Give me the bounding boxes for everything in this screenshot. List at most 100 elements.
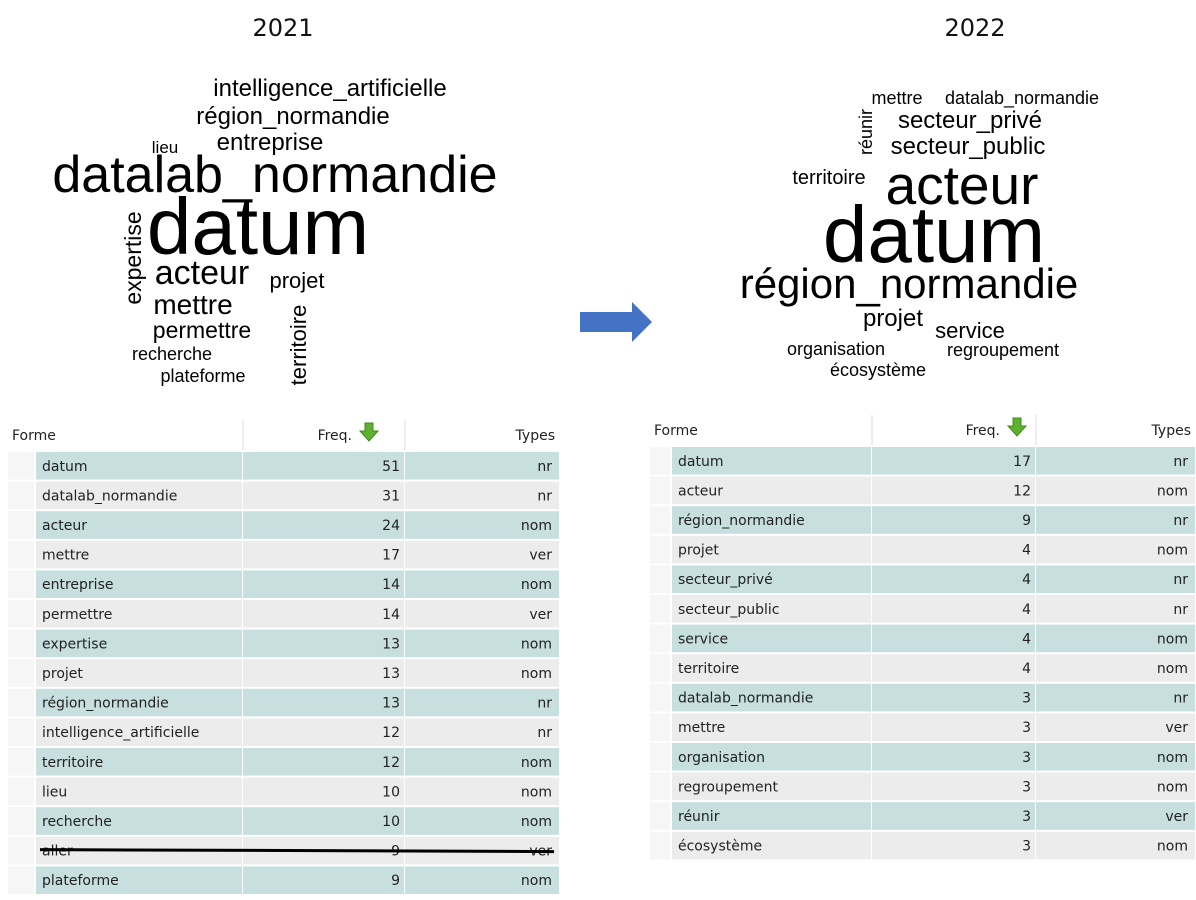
cell	[243, 748, 404, 776]
cell	[243, 659, 404, 687]
type-cell: ver	[529, 548, 552, 564]
cell	[243, 718, 404, 746]
type-cell: nr	[1173, 454, 1188, 470]
row-gutter	[650, 713, 670, 741]
cell	[1036, 535, 1195, 564]
cell	[1036, 565, 1195, 593]
type-cell: ver	[1165, 720, 1188, 736]
cell	[405, 570, 559, 598]
type-cell: nom	[521, 755, 552, 771]
row-gutter	[650, 654, 670, 682]
type-cell: nom	[1157, 750, 1188, 766]
cell	[405, 777, 559, 806]
freq-cell: 12	[382, 755, 400, 771]
cloud-word: secteur_privé	[898, 107, 1042, 134]
cell	[872, 772, 1035, 801]
cell	[36, 452, 242, 480]
cloud-word: secteur_public	[891, 133, 1046, 160]
type-cell: nr	[537, 725, 552, 741]
type-cell: nom	[1157, 839, 1188, 855]
cell	[243, 452, 404, 480]
panel-title: 2022	[944, 14, 1005, 42]
cell	[1036, 831, 1195, 860]
form-cell: aller	[42, 844, 73, 860]
cell	[243, 570, 404, 598]
row-gutter	[650, 565, 670, 593]
cell	[872, 831, 1035, 860]
cell	[672, 654, 871, 682]
freq-cell: 4	[1022, 572, 1031, 588]
cell	[672, 713, 871, 741]
cell	[872, 535, 1035, 564]
freq-cell: 3	[1022, 779, 1031, 795]
freq-cell: 14	[382, 577, 400, 593]
cloud-word: entreprise	[217, 129, 324, 156]
row-gutter	[650, 624, 670, 653]
type-cell: nr	[537, 696, 552, 712]
cell	[872, 683, 1035, 712]
cloud-word: projet	[863, 305, 923, 332]
cell	[672, 476, 871, 505]
form-cell: organisation	[678, 750, 765, 766]
cell	[405, 600, 559, 628]
form-cell: intelligence_artificielle	[42, 725, 199, 741]
cell	[872, 743, 1035, 771]
cell	[36, 540, 242, 569]
cloud-word: datalab_normandie	[945, 88, 1099, 109]
row-gutter	[8, 511, 34, 539]
type-cell: nom	[521, 666, 552, 682]
form-cell: regroupement	[678, 779, 778, 795]
sort-icon	[1006, 417, 1028, 437]
freq-cell: 13	[382, 666, 400, 682]
row-gutter	[650, 831, 670, 860]
cell	[872, 713, 1035, 741]
arrow	[580, 302, 652, 342]
freq-cell: 4	[1022, 661, 1031, 677]
type-cell: nr	[1173, 691, 1188, 707]
table-header	[650, 415, 1196, 445]
type-cell: ver	[1165, 809, 1188, 825]
cell	[243, 866, 404, 894]
form-cell: secteur_privé	[678, 572, 773, 588]
cell	[1036, 476, 1195, 505]
cell	[872, 476, 1035, 505]
cell	[243, 481, 404, 510]
cell	[405, 718, 559, 746]
cell	[672, 595, 871, 623]
row-gutter	[650, 772, 670, 801]
cloud-word: mettre	[153, 289, 232, 320]
type-cell: nom	[1157, 483, 1188, 499]
cloud-word: permettre	[153, 317, 251, 343]
type-cell: nom	[521, 814, 552, 830]
header-cell: Forme	[654, 423, 698, 439]
cloud-word: regroupement	[947, 340, 1059, 360]
cell	[672, 565, 871, 593]
type-cell: nom	[521, 873, 552, 889]
cloud-word: recherche	[132, 344, 212, 364]
cell	[872, 802, 1035, 830]
row-gutter	[650, 476, 670, 505]
freq-cell: 13	[382, 696, 400, 712]
cell	[243, 688, 404, 717]
cloud-word: datalab_normandie	[52, 146, 497, 204]
cell	[872, 447, 1035, 475]
form-cell: acteur	[678, 483, 723, 499]
form-cell: datum	[42, 459, 87, 475]
cell	[672, 624, 871, 653]
cell	[672, 447, 871, 475]
type-cell: nr	[1173, 513, 1188, 529]
header-cell: Freq.	[966, 423, 1000, 439]
type-cell: nr	[537, 459, 552, 475]
cell	[36, 866, 242, 894]
cell	[243, 600, 404, 628]
cell	[36, 629, 242, 658]
row-gutter	[8, 540, 34, 569]
type-cell: nom	[1157, 661, 1188, 677]
row-gutter	[8, 659, 34, 687]
form-cell: projet	[42, 666, 83, 682]
row-gutter	[8, 748, 34, 776]
cell	[243, 511, 404, 539]
strike-through	[39, 848, 555, 854]
cell	[36, 481, 242, 510]
